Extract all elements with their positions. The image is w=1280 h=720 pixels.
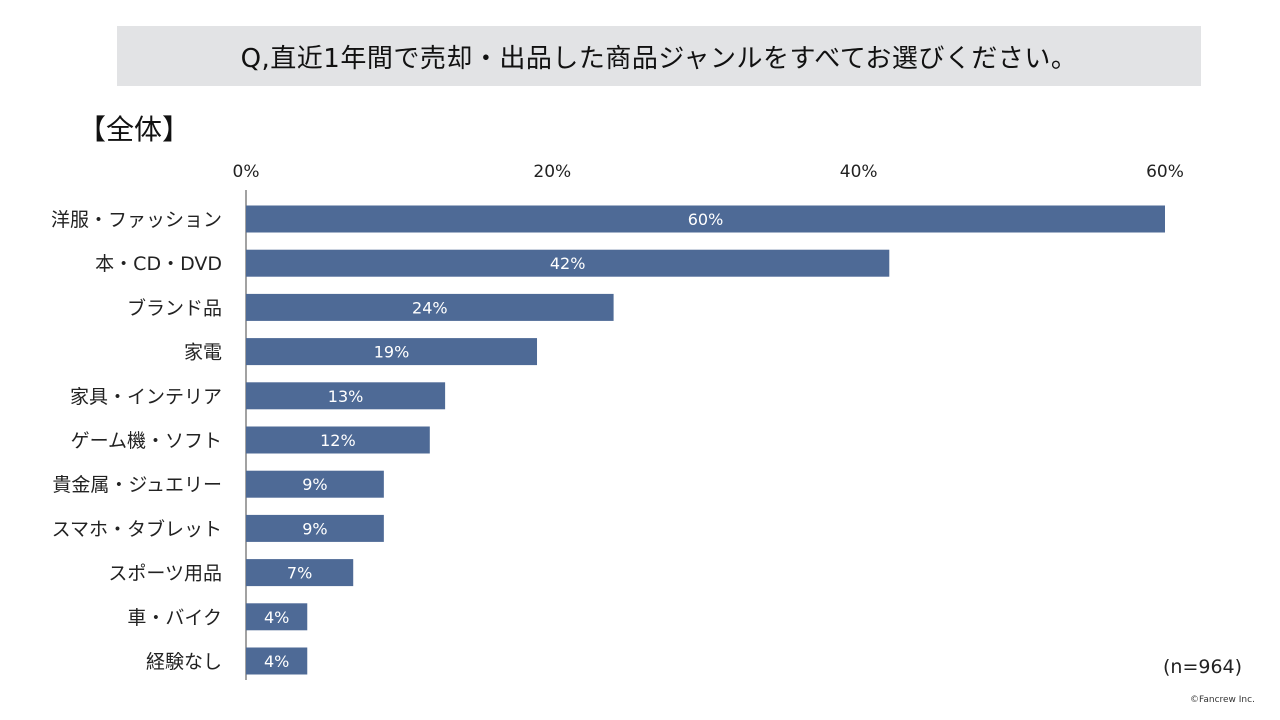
category-label: 貴金属・ジュエリー bbox=[52, 474, 222, 496]
bar bbox=[246, 514, 384, 542]
data-label: 12% bbox=[320, 431, 356, 450]
x-tick-label: 40% bbox=[840, 162, 878, 182]
bar bbox=[246, 205, 1165, 233]
bar bbox=[246, 382, 446, 410]
bar bbox=[246, 603, 308, 631]
copyright-label: ©Fancrew Inc. bbox=[1190, 695, 1255, 705]
sample-size-label: (n=964) bbox=[1163, 656, 1243, 678]
bar bbox=[246, 249, 890, 277]
question-banner: Q,直近1年間で売却・出品した商品ジャンルをすべてお選びください。 bbox=[117, 26, 1201, 86]
category-label: 車・バイク bbox=[127, 607, 222, 629]
bar bbox=[246, 559, 354, 587]
x-tick-label: 20% bbox=[533, 162, 571, 182]
question-text: Q,直近1年間で売却・出品した商品ジャンルをすべてお選びください。 bbox=[240, 43, 1078, 74]
category-label: スマホ・タブレット bbox=[52, 517, 222, 540]
data-label: 9% bbox=[302, 475, 327, 494]
category-label: スポーツ用品 bbox=[108, 563, 222, 585]
data-label: 19% bbox=[374, 343, 410, 362]
data-label: 13% bbox=[328, 387, 364, 406]
data-label: 60% bbox=[688, 210, 724, 229]
category-label: 経験なし bbox=[146, 651, 222, 673]
data-label: 9% bbox=[302, 519, 327, 538]
category-label: 洋服・ファッション bbox=[51, 209, 222, 231]
category-label: ブランド品 bbox=[127, 296, 222, 319]
category-label: ゲーム機・ソフト bbox=[71, 430, 222, 452]
data-label: 24% bbox=[412, 298, 448, 317]
data-label: 7% bbox=[287, 564, 312, 583]
data-label: 4% bbox=[264, 608, 289, 627]
bar bbox=[246, 647, 308, 675]
bar bbox=[246, 338, 538, 366]
data-label: 42% bbox=[550, 254, 586, 273]
x-tick-label: 60% bbox=[1146, 162, 1184, 182]
bar bbox=[246, 470, 384, 498]
category-label: 家具・インテリア bbox=[70, 386, 222, 408]
bar bbox=[246, 426, 430, 454]
x-tick-label: 0% bbox=[233, 162, 260, 182]
data-label: 4% bbox=[264, 652, 289, 671]
segment-label: 【全体】 bbox=[78, 113, 191, 146]
bar bbox=[246, 293, 614, 321]
category-label: 家電 bbox=[184, 342, 222, 364]
category-label: 本・CD・DVD bbox=[95, 253, 222, 275]
